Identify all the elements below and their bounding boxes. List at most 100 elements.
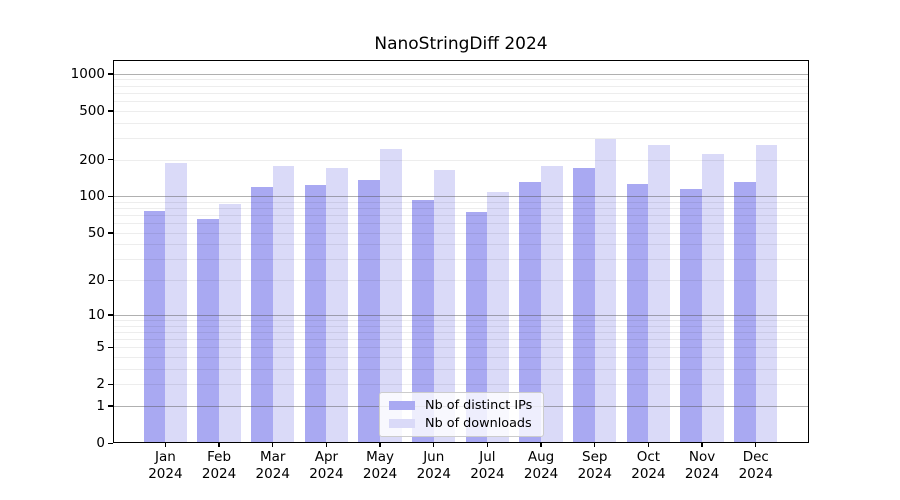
gridline-minor-6 (113, 338, 809, 340)
x-tick-label-sep: Sep 2024 (567, 449, 623, 482)
x-tick-year: 2024 (631, 465, 666, 482)
gridline-minor-600 (113, 100, 809, 102)
x-tick-mark-feb (218, 443, 220, 447)
legend: Nb of distinct IPs Nb of downloads (379, 392, 544, 437)
y-tick-mark-500 (108, 110, 113, 112)
gridline-minor-70 (113, 215, 809, 217)
gridline-minor-90 (113, 201, 809, 203)
x-tick-mark-oct (647, 443, 650, 447)
gridline-minor-20 (113, 280, 809, 282)
x-tick-month: Oct (636, 449, 661, 465)
y-tick-label-500: 500 (79, 102, 105, 119)
bar-downloads-dec (755, 144, 778, 443)
legend-label-downloads: Nb of downloads (425, 416, 532, 431)
gridline-minor-7 (113, 331, 809, 333)
x-tick-mark-aug (540, 443, 542, 447)
bar-downloads-mar (272, 166, 295, 443)
legend-row-distinct-ips: Nb of distinct IPs (380, 398, 543, 413)
x-tick-month: Dec (742, 449, 769, 465)
x-tick-year: 2024 (577, 465, 612, 482)
x-tick-label-feb: Feb 2024 (191, 449, 247, 482)
x-tick-label-mar: Mar 2024 (245, 449, 301, 482)
y-tick-mark-20 (108, 279, 113, 282)
x-tick-month: Jun (423, 449, 445, 465)
gridline-minor-3 (113, 368, 809, 370)
y-tick-mark-50 (108, 232, 113, 234)
x-tick-month: Aug (527, 449, 555, 465)
gridline-minor-400 (113, 122, 809, 124)
x-tick-label-jun: Jun 2024 (406, 449, 462, 482)
x-tick-label-jul: Jul 2024 (459, 449, 515, 482)
x-tick-month: Jan (154, 449, 176, 465)
x-tick-mark-sep (594, 443, 596, 447)
bar-distinct-ips-mar (251, 187, 273, 443)
bar-downloads-sep (594, 139, 617, 443)
y-tick-label-1: 1 (96, 397, 105, 414)
y-tick-label-5: 5 (96, 339, 105, 356)
x-tick-mark-may (379, 443, 381, 447)
x-tick-mark-apr (325, 443, 328, 447)
bar-distinct-ips-jan (143, 210, 166, 443)
x-tick-month: Mar (259, 449, 286, 465)
y-tick-label-50: 50 (87, 224, 105, 241)
x-tick-year: 2024 (362, 465, 398, 482)
bar-downloads-aug (541, 166, 563, 443)
y-tick-label-2: 2 (96, 376, 105, 393)
gridline-minor-300 (113, 137, 809, 139)
gridline-minor-30 (113, 259, 809, 261)
x-tick-year: 2024 (255, 465, 290, 482)
y-tick-mark-1 (108, 405, 113, 407)
y-tick-label-1000: 1000 (70, 65, 105, 82)
x-tick-year: 2024 (201, 465, 237, 482)
gridline-minor-200 (113, 159, 809, 161)
gridline-minor-700 (113, 92, 809, 94)
bar-distinct-ips-may (358, 180, 381, 443)
gridline-minor-500 (113, 110, 809, 112)
x-tick-label-nov: Nov 2024 (674, 449, 730, 482)
y-tick-label-10: 10 (87, 306, 105, 323)
bar-distinct-ips-jun (412, 200, 434, 443)
bar-distinct-ips-oct (626, 183, 649, 443)
x-tick-mark-jan (164, 443, 167, 447)
x-tick-label-aug: Aug 2024 (513, 449, 569, 482)
y-tick-mark-200 (108, 159, 113, 161)
x-tick-label-may: May 2024 (352, 449, 408, 482)
x-tick-month: Apr (314, 449, 339, 465)
x-tick-month: Nov (688, 449, 716, 465)
bar-downloads-feb (219, 203, 241, 443)
x-tick-month: Jul (479, 449, 496, 465)
bar-downloads-jul (487, 192, 510, 443)
x-tick-label-dec: Dec 2024 (728, 449, 784, 482)
bar-downloads-jun (433, 170, 456, 443)
y-tick-mark-1000 (108, 73, 113, 75)
x-tick-year: 2024 (148, 465, 183, 482)
x-tick-year: 2024 (738, 465, 773, 482)
gridline-minor-50 (113, 232, 809, 234)
plot-area (113, 60, 809, 443)
y-tick-mark-5 (108, 346, 113, 349)
x-tick-year: 2024 (470, 465, 505, 482)
x-tick-month: Feb (207, 449, 232, 465)
legend-swatch-downloads (389, 418, 415, 429)
x-tick-year: 2024 (416, 465, 451, 482)
x-tick-label-jan: Jan 2024 (137, 449, 193, 482)
y-tick-label-200: 200 (79, 151, 105, 168)
x-tick-year: 2024 (523, 465, 559, 482)
gridline-minor-60 (113, 223, 809, 225)
x-tick-month: May (366, 449, 395, 465)
gridline-minor-4 (113, 356, 809, 358)
x-tick-month: Sep (582, 449, 608, 465)
y-tick-mark-10 (108, 314, 113, 316)
x-tick-year: 2024 (309, 465, 344, 482)
gridline-minor-80 (113, 208, 809, 210)
y-tick-mark-2 (108, 383, 113, 386)
gridline-minor-40 (113, 244, 809, 246)
legend-label-distinct-ips: Nb of distinct IPs (425, 398, 533, 413)
bar-distinct-ips-aug (519, 182, 542, 443)
gridline-minor-8 (113, 325, 809, 327)
y-tick-label-20: 20 (87, 272, 105, 289)
x-tick-mark-dec (755, 443, 757, 447)
bar-downloads-may (380, 148, 402, 443)
bar-distinct-ips-apr (304, 184, 327, 443)
